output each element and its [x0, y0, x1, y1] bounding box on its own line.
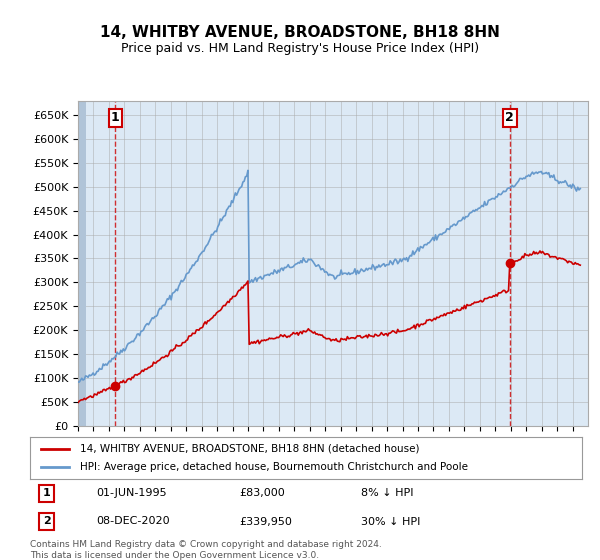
Text: £339,950: £339,950 — [240, 516, 293, 526]
Text: HPI: Average price, detached house, Bournemouth Christchurch and Poole: HPI: Average price, detached house, Bour… — [80, 462, 467, 472]
Text: 08-DEC-2020: 08-DEC-2020 — [96, 516, 170, 526]
Text: 30% ↓ HPI: 30% ↓ HPI — [361, 516, 421, 526]
Text: 01-JUN-1995: 01-JUN-1995 — [96, 488, 167, 498]
Text: Contains HM Land Registry data © Crown copyright and database right 2024.
This d: Contains HM Land Registry data © Crown c… — [30, 540, 382, 560]
Text: 8% ↓ HPI: 8% ↓ HPI — [361, 488, 414, 498]
Text: Price paid vs. HM Land Registry's House Price Index (HPI): Price paid vs. HM Land Registry's House … — [121, 42, 479, 55]
Text: £83,000: £83,000 — [240, 488, 286, 498]
Text: 1: 1 — [111, 111, 120, 124]
Text: 2: 2 — [505, 111, 514, 124]
Text: 14, WHITBY AVENUE, BROADSTONE, BH18 8HN (detached house): 14, WHITBY AVENUE, BROADSTONE, BH18 8HN … — [80, 444, 419, 454]
Bar — [78, 101, 86, 426]
Text: 1: 1 — [43, 488, 50, 498]
Text: 14, WHITBY AVENUE, BROADSTONE, BH18 8HN: 14, WHITBY AVENUE, BROADSTONE, BH18 8HN — [100, 25, 500, 40]
Text: 2: 2 — [43, 516, 50, 526]
